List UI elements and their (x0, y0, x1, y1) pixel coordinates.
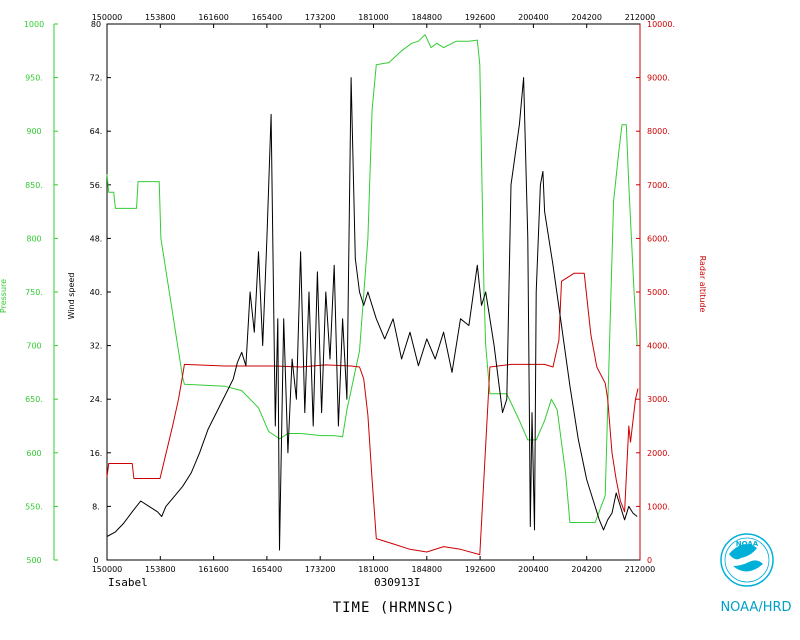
radar-tick-label: 5000. (647, 288, 670, 297)
pressure-series-line (107, 35, 637, 523)
x-tick-label: 161600 (198, 565, 229, 574)
radar-tick-label: 1000. (647, 502, 670, 511)
wind-tick-label: 48. (90, 234, 103, 243)
wind-tick-label: 56. (90, 181, 103, 190)
x-tick-label-top: 181000 (358, 13, 389, 22)
wind-tick-label: 16. (90, 449, 103, 458)
x-tick-label: 204200 (571, 565, 602, 574)
storm-name: Isabel (108, 576, 148, 589)
x-tick-label: 173200 (305, 565, 336, 574)
pressure-tick-label: 700 (26, 342, 41, 351)
wind-tick-label: 0 (93, 556, 98, 565)
pressure-tick-label: 650. (25, 395, 43, 404)
x-axis-top: 150000 153800 161600 165400 173200 181000 1848… (92, 13, 656, 28)
noaa-logo: NOAA (721, 534, 773, 586)
x-axis-bottom: 150000 153800 161600 165400 173200 181000 1848… (92, 556, 656, 574)
wind-tick-label: 32. (90, 342, 103, 351)
radar-tick-label: 3000. (647, 395, 670, 404)
pressure-tick-label: 850. (25, 181, 43, 190)
pressure-tick-label: 800 (26, 234, 41, 243)
pressure-tick-label: 500 (26, 556, 41, 565)
radar-tick-label: 0 (647, 556, 652, 565)
flight-id: 030913I (374, 576, 420, 589)
wind-tick-label: 8. (92, 502, 100, 511)
radar-tick-label: 9000. (647, 74, 670, 83)
radar-tick-label: 4000. (647, 342, 670, 351)
x-tick-label: 200400 (518, 565, 549, 574)
wind-tick-label: 64. (90, 127, 103, 136)
noaa-logo-text: NOAA (736, 540, 759, 548)
wind-tick-label: 40. (90, 288, 103, 297)
radar-tick-label: 2000. (647, 449, 670, 458)
x-tick-label: 181000 (358, 565, 389, 574)
x-tick-label-top: 184800 (412, 13, 443, 22)
wind-axis: 08.16.24.32.40.48.56.64.72.80 (90, 20, 111, 565)
x-tick-label: 150000 (92, 565, 123, 574)
x-tick-label: 212000 (625, 565, 656, 574)
radar-axis: 0 1000. 2000. 3000. 4000. 5000. 6000. 7000. 8000… (636, 20, 675, 565)
x-tick-label-top: 165400 (252, 13, 283, 22)
pressure-tick-label: 950. (25, 74, 43, 83)
x-tick-label-top: 212000 (625, 13, 656, 22)
pressure-tick-label: 1000 (24, 20, 44, 29)
x-tick-label: 184800 (412, 565, 443, 574)
pressure-tick-label: 750. (25, 288, 43, 297)
radar-series-line (107, 273, 638, 554)
x-tick-label-top: 200400 (518, 13, 549, 22)
pressure-axis: 500 550. 600 650. 700 750. 800 850. 900 950. 1000 (24, 20, 58, 565)
radar-tick-label: 7000. (647, 181, 670, 190)
x-tick-label-top: 173200 (305, 13, 336, 22)
x-tick-label: 153800 (145, 565, 176, 574)
x-tick-label: 192600 (465, 565, 496, 574)
radar-tick-label: 8000. (647, 127, 670, 136)
pressure-tick-label: 600 (26, 449, 41, 458)
series-layer (107, 35, 638, 555)
wind-tick-label: 24. (90, 395, 103, 404)
x-tick-label-top: 153800 (145, 13, 176, 22)
x-tick-label: 165400 (252, 565, 283, 574)
x-tick-label-top: 150000 (92, 13, 123, 22)
x-axis-title: TIME (HRMNSC) (333, 600, 456, 616)
wind-axis-title: Wind speed (67, 273, 76, 320)
x-tick-label-top: 161600 (198, 13, 229, 22)
radar-axis-title: Radar altitude (698, 256, 707, 313)
pressure-tick-label: 900 (26, 127, 41, 136)
x-tick-label-top: 204200 (571, 13, 602, 22)
radar-tick-label: 6000. (647, 234, 670, 243)
pressure-tick-label: 550. (25, 502, 43, 511)
pressure-axis-title: Pressure (0, 279, 8, 313)
wind-tick-label: 72. (90, 74, 103, 83)
x-tick-label-top: 192600 (465, 13, 496, 22)
credit-label: NOAA/HRD (720, 600, 791, 615)
